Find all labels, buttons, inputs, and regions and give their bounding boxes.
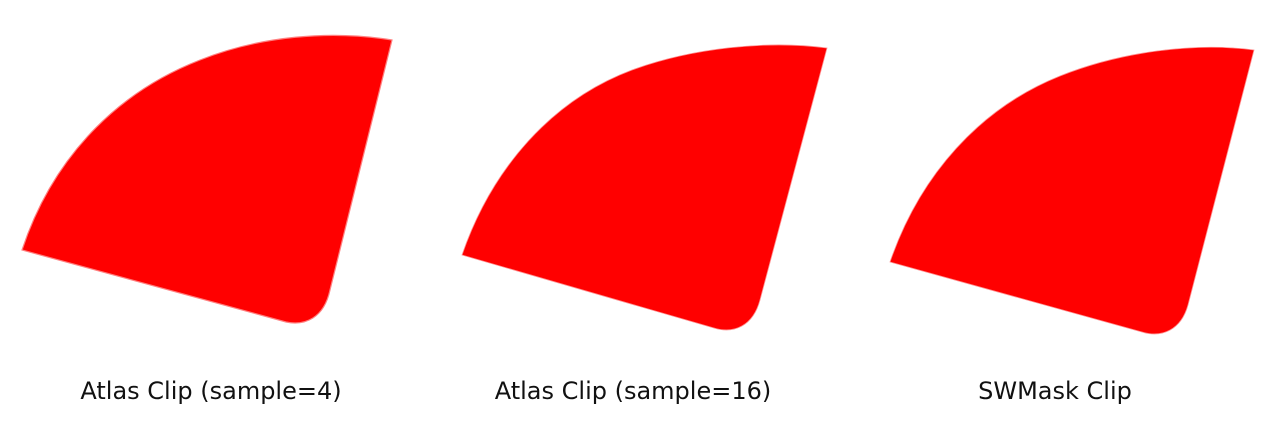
panel-caption: Atlas Clip (sample=16) xyxy=(494,377,772,405)
panel-caption: SWMask Clip xyxy=(978,377,1132,405)
panel-atlas-clip-sample-4: Atlas Clip (sample=4) xyxy=(0,0,422,423)
clipped-red-shape xyxy=(21,34,393,324)
clipped-shape-canvas xyxy=(461,44,828,331)
clipped-shape-canvas xyxy=(21,34,393,324)
panel-swmask-clip: SWMask Clip xyxy=(844,0,1266,423)
clipped-red-shape xyxy=(889,46,1255,335)
clipped-shape-canvas xyxy=(889,46,1255,335)
panel-atlas-clip-sample-16: Atlas Clip (sample=16) xyxy=(422,0,844,423)
clipped-red-shape xyxy=(461,44,828,331)
panel-caption: Atlas Clip (sample=4) xyxy=(80,377,342,405)
